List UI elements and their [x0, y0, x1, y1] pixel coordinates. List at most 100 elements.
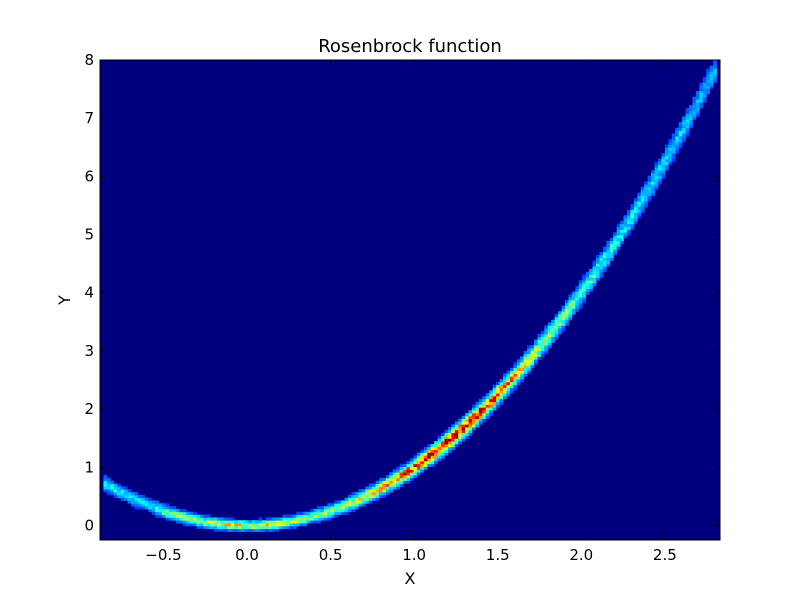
heatmap-cell	[664, 158, 669, 163]
heatmap-cell	[478, 415, 483, 419]
heatmap-cell	[496, 396, 500, 400]
heatmap-cell	[475, 404, 480, 408]
heatmap-cell	[627, 215, 631, 219]
heatmap-cell	[286, 517, 290, 521]
heatmap-cell	[268, 517, 273, 521]
heatmap-cell	[489, 396, 494, 400]
heatmap-cell	[520, 359, 525, 363]
heatmap-cell	[416, 458, 421, 462]
heatmap-cell	[513, 367, 518, 371]
heatmap-cell	[310, 511, 314, 515]
heatmap-cell	[571, 311, 576, 315]
heatmap-cell	[323, 514, 328, 518]
heatmap-cell	[478, 401, 483, 405]
heatmap-cell	[699, 99, 704, 103]
heatmap-cell	[175, 514, 180, 518]
heatmap-cell	[547, 331, 552, 335]
heatmap-cell	[420, 469, 425, 473]
heatmap-cell	[175, 520, 180, 524]
heatmap-cell	[199, 517, 204, 521]
heatmap-cell	[458, 427, 463, 431]
heatmap-cell	[389, 477, 394, 482]
heatmap-cell	[568, 316, 573, 321]
heatmap-cell	[410, 477, 414, 482]
heatmap-cell	[182, 520, 187, 524]
heatmap-cell	[162, 511, 166, 515]
heatmap-cell	[296, 514, 301, 518]
heatmap-cell	[151, 511, 156, 515]
heatmap-cell	[137, 497, 142, 501]
heatmap-cell	[392, 480, 397, 484]
heatmap-cell	[685, 133, 690, 137]
heatmap-cell	[117, 494, 122, 499]
heatmap-cell	[227, 525, 232, 530]
heatmap-cell	[261, 520, 266, 524]
heatmap-cell	[282, 523, 287, 527]
heatmap-cell	[664, 161, 669, 165]
heatmap-cell	[430, 446, 435, 451]
heatmap-cell	[399, 483, 404, 487]
heatmap-cell	[458, 421, 463, 425]
heatmap-cell	[406, 460, 411, 465]
heatmap-cell	[416, 452, 421, 456]
heatmap-cell	[527, 356, 531, 360]
heatmap-cell	[644, 204, 649, 208]
heatmap-cell	[303, 517, 308, 521]
heatmap-cell	[379, 486, 383, 490]
heatmap-cell	[678, 127, 683, 131]
heatmap-cell	[361, 503, 366, 507]
heatmap-cell	[478, 418, 483, 422]
heatmap-cell	[410, 469, 414, 473]
heatmap-cell	[224, 520, 228, 524]
heatmap-cell	[520, 367, 525, 371]
heatmap-cell	[620, 226, 624, 230]
heatmap-cell	[299, 520, 304, 524]
heatmap-cell	[534, 359, 538, 363]
heatmap-cell	[675, 150, 680, 154]
heatmap-cell	[492, 387, 497, 391]
heatmap-cell	[268, 528, 273, 532]
heatmap-cell	[675, 127, 680, 131]
heatmap-cell	[671, 144, 676, 148]
heatmap-cell	[558, 331, 562, 335]
heatmap-cell	[478, 410, 483, 414]
heatmap-cell	[403, 477, 407, 482]
heatmap-cell	[661, 170, 666, 174]
heatmap-cell	[671, 156, 676, 160]
heatmap-cell	[134, 506, 139, 510]
heatmap-cell	[313, 511, 318, 515]
heatmap-cell	[534, 342, 538, 346]
heatmap-cell	[158, 503, 163, 507]
heatmap-cell	[575, 305, 580, 309]
heatmap-cell	[403, 475, 407, 479]
heatmap-cell	[372, 489, 376, 493]
heatmap-cell	[668, 139, 673, 143]
heatmap-cell	[561, 311, 566, 315]
heatmap-cell	[382, 492, 387, 496]
heatmap-cell	[354, 494, 359, 499]
heatmap-cell	[530, 353, 535, 357]
heatmap-cell	[372, 486, 376, 490]
heatmap-cell	[258, 520, 263, 524]
heatmap-cell	[709, 74, 714, 78]
heatmap-cell	[658, 178, 662, 182]
heatmap-cell	[589, 280, 593, 284]
heatmap-cell	[199, 514, 204, 518]
heatmap-cell	[472, 407, 476, 411]
heatmap-cell	[644, 184, 649, 188]
heatmap-cell	[685, 108, 690, 112]
heatmap-cell	[599, 257, 604, 261]
heatmap-cell	[675, 130, 680, 134]
heatmap-cell	[482, 401, 487, 405]
heatmap-cell	[131, 497, 135, 501]
heatmap-cell	[664, 153, 669, 157]
heatmap-cell	[475, 401, 480, 405]
heatmap-cell	[389, 486, 394, 490]
heatmap-cell	[127, 492, 132, 496]
heatmap-cell	[134, 492, 139, 496]
heatmap-cell	[385, 477, 390, 482]
heatmap-cell	[509, 379, 514, 383]
heatmap-cell	[516, 373, 521, 377]
heatmap-cell	[596, 266, 600, 270]
heatmap-cell	[695, 113, 700, 117]
